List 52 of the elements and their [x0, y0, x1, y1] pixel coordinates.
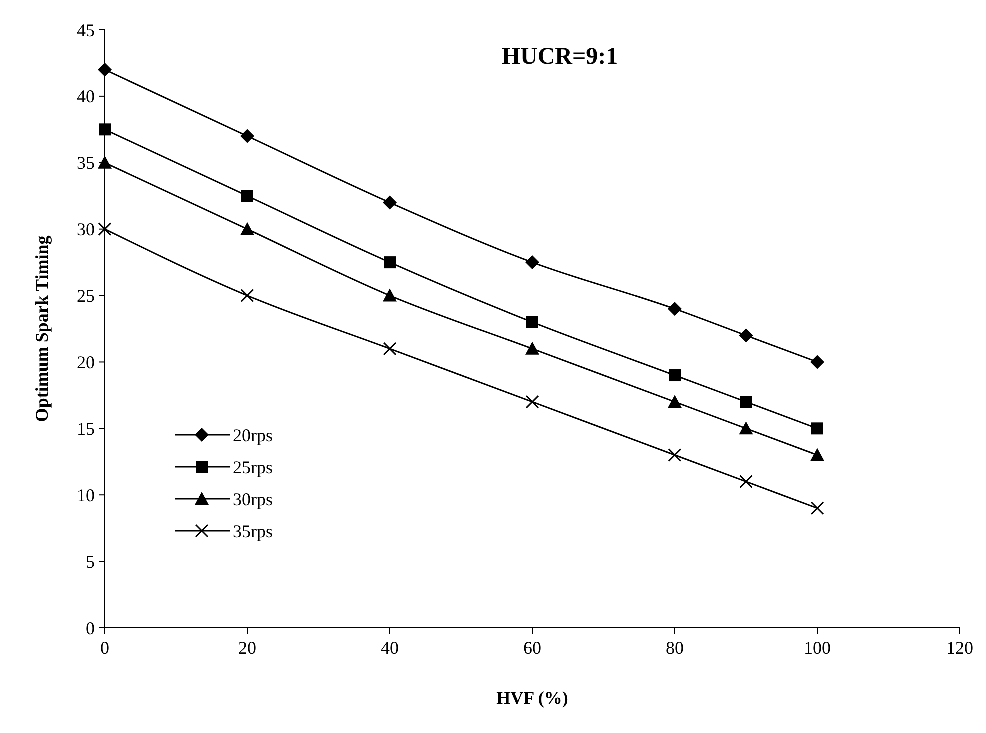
- y-tick-label: 10: [77, 485, 95, 506]
- y-tick-label: 25: [77, 286, 95, 306]
- y-tick-label: 5: [86, 552, 95, 572]
- point: [740, 396, 752, 408]
- y-tick-label: 35: [77, 153, 95, 174]
- legend-label: 35rps: [233, 521, 273, 542]
- y-tick-label: 0: [86, 618, 95, 638]
- point: [383, 342, 397, 356]
- point: [240, 222, 254, 236]
- y-tick-label: 45: [77, 20, 95, 40]
- point: [669, 370, 681, 382]
- point: [240, 289, 254, 303]
- x-tick-label: 40: [381, 638, 399, 658]
- point: [526, 395, 540, 409]
- y-tick-label: 20: [77, 352, 95, 373]
- point: [384, 256, 396, 269]
- x-tick-label: 20: [238, 638, 256, 658]
- point: [98, 62, 112, 77]
- point: [810, 502, 824, 516]
- y-tick-label: 30: [77, 220, 95, 240]
- point: [810, 448, 824, 462]
- point: [668, 302, 682, 316]
- x-tick-label: 80: [666, 638, 684, 658]
- point: [810, 355, 824, 370]
- point: [383, 196, 397, 210]
- point: [526, 316, 538, 328]
- y-tick-label: 40: [77, 86, 95, 107]
- x-tick-label: 120: [946, 638, 974, 658]
- point: [812, 422, 824, 435]
- point: [98, 156, 112, 169]
- point: [739, 422, 754, 435]
- point: [99, 124, 111, 136]
- point: [668, 395, 682, 408]
- point: [526, 342, 540, 355]
- legend-label: 30rps: [233, 489, 273, 510]
- point: [740, 475, 753, 489]
- point: [240, 129, 254, 144]
- point: [98, 222, 112, 236]
- x-axis-title: HVF (%): [496, 688, 568, 708]
- point: [242, 190, 254, 202]
- legend-label: 25rps: [233, 457, 273, 478]
- point: [668, 448, 682, 462]
- y-axis-title: Optimum Spark Timing: [32, 236, 52, 422]
- point: [383, 288, 397, 302]
- y-tick-label: 15: [77, 418, 95, 439]
- legend-label: 20rps: [233, 425, 273, 446]
- text: HUCR=9:1: [502, 44, 618, 70]
- x-tick-label: 60: [524, 638, 542, 658]
- point: [739, 328, 754, 343]
- x-tick-label: 100: [804, 638, 831, 658]
- x-tick-label: 0: [100, 638, 110, 658]
- point: [526, 256, 540, 270]
